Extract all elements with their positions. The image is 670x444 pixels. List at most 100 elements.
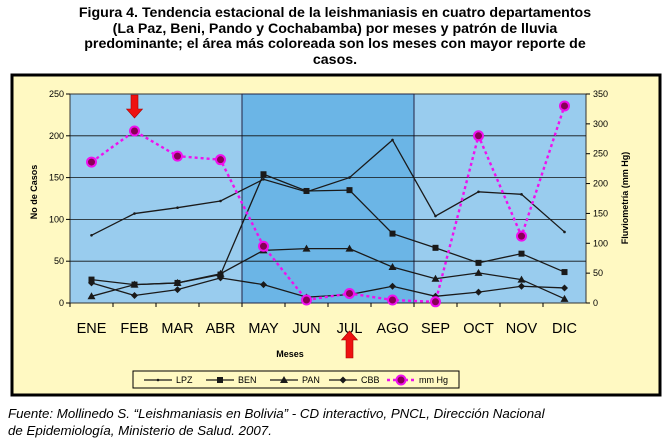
- caption-line: Figura 4. Tendencia estacional de la lei…: [78, 5, 592, 21]
- data-point-cbb: [131, 291, 138, 299]
- source-line: de Epidemiología, Ministerio de Salud. 2…: [8, 423, 272, 438]
- data-point-mm-hg: [301, 294, 312, 306]
- data-point-ben: [432, 244, 439, 251]
- data-point-lpz: [391, 138, 394, 142]
- data-point-mm-hg: [516, 230, 527, 242]
- y2-tick-label: 150: [593, 208, 608, 218]
- data-point-cbb: [88, 279, 95, 287]
- y-tick-label: 200: [49, 131, 64, 141]
- series-line-mm-hg: [90, 105, 566, 304]
- legend-marker-ben: [217, 377, 223, 383]
- y-axis-title: No de Casos: [29, 165, 39, 220]
- data-point-pan: [388, 263, 397, 271]
- legend-marker-lpz: [156, 378, 160, 382]
- caption-line: (La Paz, Beni, Pando y Cochabamba) por m…: [112, 20, 558, 37]
- x-tick-label: OCT: [463, 321, 494, 337]
- data-point-mm-hg: [86, 156, 97, 168]
- data-point-cbb: [475, 288, 482, 296]
- y2-tick-label: 100: [593, 238, 608, 248]
- data-point-cbb: [389, 282, 396, 290]
- data-point-cbb: [518, 282, 525, 290]
- y2-tick-label: 250: [593, 149, 608, 159]
- data-point-pan: [474, 268, 483, 276]
- data-point-pan: [345, 244, 354, 252]
- x-tick-label: JUL: [337, 321, 363, 337]
- figure-caption: Figura 4. Tendencia estacional de la lei…: [0, 5, 670, 68]
- data-point-lpz: [219, 199, 222, 203]
- data-point-pan: [517, 275, 526, 283]
- data-point-pan: [431, 274, 440, 282]
- x-tick-label: SEP: [421, 321, 450, 337]
- x-tick-label: JUN: [292, 321, 320, 337]
- y2-tick-label: 350: [593, 89, 608, 99]
- caption-line: casos.: [312, 51, 358, 68]
- y-tick-label: 250: [49, 89, 64, 99]
- data-point-lpz: [477, 190, 480, 194]
- data-point-lpz: [133, 212, 136, 215]
- data-point-mm-hg: [129, 125, 140, 137]
- legend-label-pan: PAN: [302, 375, 320, 385]
- x-tick-label: AGO: [376, 321, 408, 337]
- data-point-lpz: [262, 177, 265, 181]
- legend: LPZ BEN PAN CBB mm Hg: [132, 370, 460, 389]
- data-point-cbb: [260, 281, 267, 289]
- data-point-lpz: [563, 230, 566, 234]
- data-point-ben: [389, 230, 396, 237]
- x-axis-title: Meses: [276, 349, 304, 359]
- data-point-pan: [302, 244, 311, 252]
- y2-tick-label: 50: [593, 268, 603, 278]
- x-tick-label: ABR: [206, 321, 236, 337]
- series-line-pan: [91, 248, 565, 300]
- caption-line: predominante; el área más coloreada son …: [84, 36, 586, 52]
- y-tick-label: 0: [59, 298, 64, 308]
- data-point-ben: [518, 250, 525, 257]
- y-tick-label: 50: [54, 256, 64, 266]
- data-point-lpz: [520, 193, 523, 196]
- x-tick-label: DIC: [552, 321, 577, 337]
- data-point-cbb: [561, 284, 568, 292]
- data-point-ben: [260, 171, 267, 178]
- peak-months-highlight: [241, 93, 415, 304]
- x-tick-label: MAR: [161, 321, 193, 337]
- data-point-pan: [216, 269, 225, 277]
- data-point-pan: [560, 294, 569, 302]
- data-point-ben: [561, 269, 568, 276]
- legend-label-cbb: CBB: [361, 375, 380, 385]
- data-point-lpz: [176, 206, 179, 209]
- data-point-mm-hg: [344, 287, 355, 299]
- data-point-ben: [475, 259, 482, 266]
- data-point-mm-hg: [559, 100, 570, 112]
- data-point-pan: [87, 292, 96, 300]
- data-point-lpz: [348, 176, 351, 179]
- arrow-feb: [125, 94, 144, 119]
- y2-tick-label: 200: [593, 179, 608, 189]
- data-point-mm-hg: [258, 240, 269, 252]
- series-line-cbb: [91, 277, 565, 298]
- y2-tick-label: 0: [593, 298, 598, 308]
- x-tick-label: MAY: [248, 321, 279, 337]
- x-tick-label: NOV: [506, 321, 538, 337]
- y2-tick-label: 300: [593, 119, 608, 129]
- arrow-jul: [340, 330, 359, 359]
- data-point-pan: [130, 280, 139, 288]
- legend-marker-cbb: [339, 376, 347, 384]
- data-point-ben: [346, 187, 353, 194]
- data-point-lpz: [90, 233, 93, 237]
- data-point-ben: [303, 187, 310, 194]
- legend-label-lpz: LPZ: [176, 375, 193, 385]
- data-point-pan: [173, 278, 182, 286]
- data-point-mm-hg: [473, 130, 484, 142]
- y2-axis-title: Fluviometría (mm Hg): [620, 152, 630, 245]
- data-point-mm-hg: [430, 296, 441, 308]
- x-tick-label: FEB: [120, 321, 148, 337]
- legend-marker-pan: [280, 376, 288, 383]
- data-point-mm-hg: [172, 150, 183, 162]
- data-point-cbb: [174, 286, 181, 294]
- y-tick-label: 100: [49, 214, 64, 224]
- series-line-lpz: [91, 138, 565, 236]
- legend-marker-mm-hg: [395, 374, 407, 386]
- legend-label-mm-hg: mm Hg: [419, 375, 448, 385]
- figure-source: Fuente: Mollinedo S. “Leishmaniasis en B…: [8, 405, 664, 439]
- data-point-mm-hg: [387, 294, 398, 306]
